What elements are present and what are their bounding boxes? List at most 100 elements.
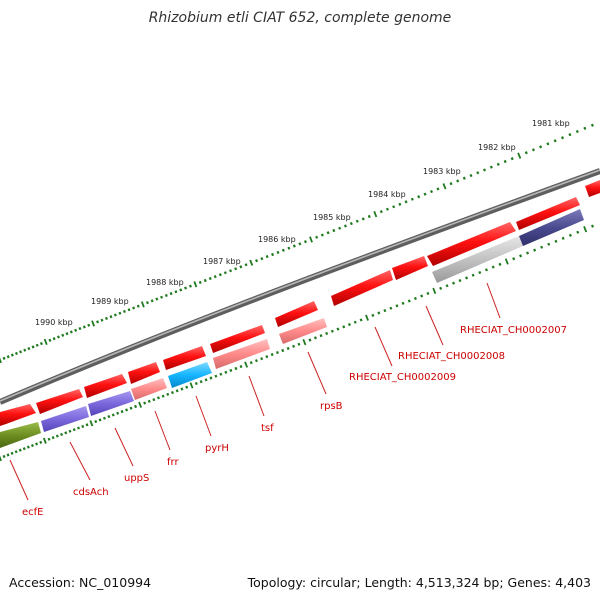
scale-minor-tick — [465, 276, 469, 280]
scale-label-1983: 1983 kbp — [423, 167, 461, 176]
scale-major-tick — [0, 455, 2, 462]
scale-minor-tick — [109, 315, 113, 319]
gene-arrow — [84, 374, 127, 398]
scale-minor-tick — [18, 448, 22, 452]
scale-major-tick — [244, 361, 249, 368]
scale-minor-tick — [342, 325, 346, 329]
scale-minor-tick — [410, 197, 414, 201]
scale-minor-tick — [74, 328, 78, 332]
scale-label-1986: 1986 kbp — [258, 235, 296, 244]
scale-minor-tick — [113, 313, 117, 317]
scale-minor-tick — [445, 284, 449, 288]
scale-minor-tick — [336, 327, 340, 331]
scale-minor-tick — [78, 327, 82, 331]
scale-minor-tick — [313, 336, 317, 340]
scale-major-tick — [442, 183, 447, 190]
scale-minor-tick — [560, 136, 565, 140]
scale-minor-tick — [471, 273, 475, 277]
scale-minor-tick — [26, 445, 30, 449]
scale-minor-tick — [407, 299, 411, 303]
scale-minor-tick — [292, 244, 296, 248]
scale-minor-tick — [2, 454, 6, 459]
gene-label-rpsB: rpsB — [320, 401, 343, 412]
scale-minor-tick — [510, 157, 514, 161]
scale-minor-tick — [65, 332, 69, 336]
scale-major-tick — [373, 210, 378, 218]
scale-label-1989: 1989 kbp — [91, 297, 129, 306]
scale-minor-tick — [223, 271, 227, 275]
scale-minor-tick — [60, 432, 64, 437]
scale-minor-tick — [439, 286, 443, 290]
scale-major-tick — [89, 420, 94, 427]
scale-minor-tick — [203, 278, 207, 283]
scale-minor-tick — [68, 429, 72, 433]
scale-minor-tick — [150, 299, 154, 303]
scale-minor-tick — [147, 399, 151, 403]
scale-minor-tick — [276, 250, 280, 254]
scale-minor-tick — [102, 416, 106, 420]
scale-minor-tick — [478, 270, 482, 275]
scale-minor-tick — [590, 224, 595, 228]
scale-minor-tick — [188, 284, 192, 288]
scale-minor-tick — [218, 273, 222, 277]
scale-minor-tick — [39, 440, 43, 444]
scale-minor-tick — [326, 231, 330, 235]
scale-minor-tick — [224, 370, 228, 374]
scale-minor-tick — [383, 309, 387, 313]
scale-minor-tick — [489, 165, 493, 169]
scale-minor-tick — [449, 182, 453, 186]
inner-scale-ring — [0, 224, 595, 462]
scale-minor-tick — [319, 334, 323, 338]
scale-major-tick — [583, 226, 588, 233]
scale-minor-tick — [118, 311, 122, 315]
gene-tsf — [213, 339, 270, 369]
scale-minor-tick — [303, 240, 307, 244]
scale-minor-tick — [519, 254, 523, 258]
scale-major-tick — [365, 314, 369, 321]
scale-minor-tick — [423, 192, 427, 196]
scale-label-1982: 1982 kbp — [478, 143, 516, 152]
scale-minor-tick — [10, 353, 14, 357]
scale-minor-tick — [155, 297, 159, 301]
scale-minor-tick — [56, 335, 60, 339]
scale-minor-tick — [14, 450, 18, 454]
scale-minor-tick — [6, 355, 10, 359]
scale-minor-tick — [260, 257, 264, 261]
scale-minor-tick — [359, 318, 363, 322]
scale-minor-tick — [265, 355, 269, 359]
scale-minor-tick — [213, 275, 217, 279]
scale-minor-tick — [255, 259, 259, 263]
scale-minor-tick — [179, 288, 183, 292]
scale-minor-tick — [96, 320, 100, 324]
scale-minor-tick — [127, 308, 131, 312]
scale-minor-tick — [69, 330, 73, 334]
scale-minor-tick — [458, 278, 462, 283]
scale-minor-tick — [204, 378, 208, 382]
connector-line — [374, 326, 393, 367]
scale-minor-tick — [524, 151, 528, 155]
scale-minor-tick — [104, 316, 108, 320]
scale-major-tick — [193, 281, 198, 288]
gene-label-cdsAch: cdsAch — [73, 487, 109, 498]
scale-minor-tick — [14, 351, 18, 356]
scale-minor-tick — [271, 252, 275, 257]
scale-minor-tick — [292, 344, 296, 348]
gene-RHECIAT-CH0002007 — [432, 236, 523, 283]
scale-minor-tick — [429, 189, 434, 194]
scale-minor-tick — [185, 385, 189, 389]
genome-backbone-highlight — [0, 169, 600, 402]
scale-minor-tick — [392, 205, 396, 209]
connector-line — [195, 395, 212, 437]
scale-minor-tick — [496, 162, 500, 166]
gene-arrow — [0, 404, 36, 426]
scale-minor-tick — [456, 179, 460, 183]
connector-line — [425, 305, 444, 346]
scale-minor-tick — [35, 343, 39, 347]
scale-minor-tick — [169, 292, 173, 296]
scale-minor-tick — [23, 348, 27, 352]
scale-minor-tick — [484, 268, 488, 272]
scale-minor-tick — [308, 338, 312, 342]
scale-minor-tick — [143, 401, 147, 405]
scale-minor-tick — [48, 338, 52, 342]
scale-minor-tick — [229, 368, 233, 372]
